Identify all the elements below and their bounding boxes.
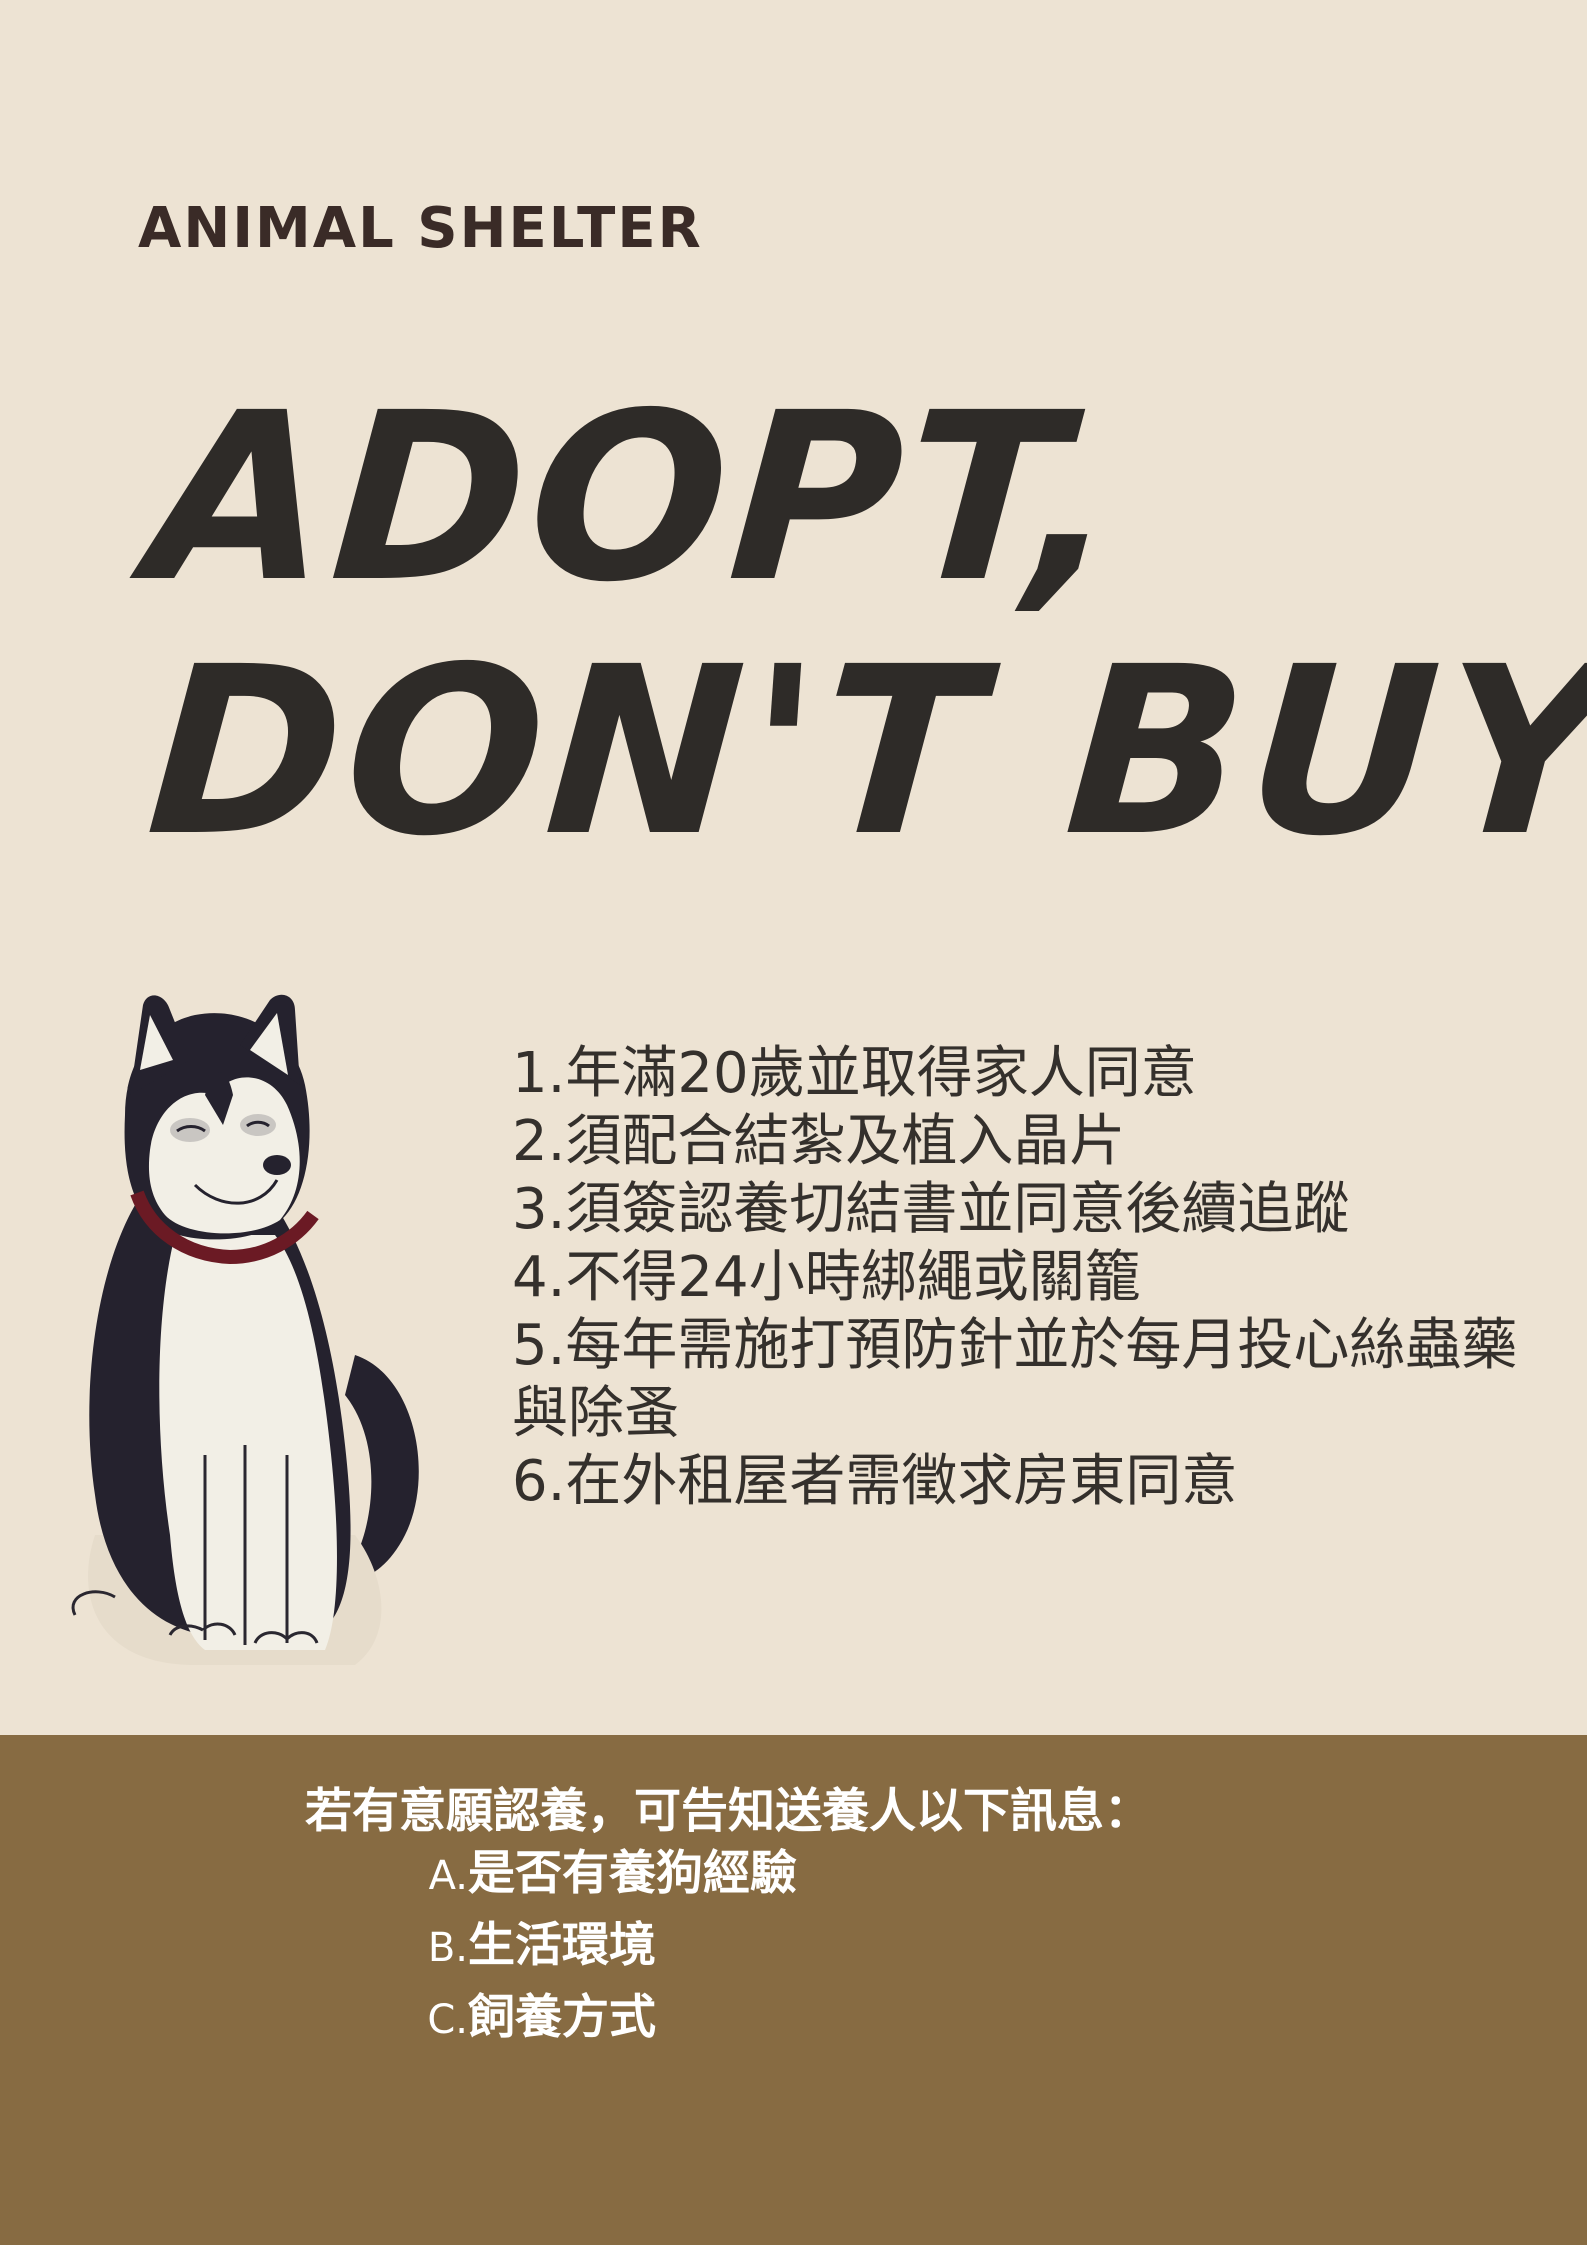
rule-item: 3.須簽認養切結書並同意後續追蹤	[512, 1177, 1350, 1242]
headline-line-2: DON'T BUY	[140, 617, 1587, 887]
rule-item: 6.在外租屋者需徵求房東同意	[512, 1449, 1238, 1514]
rule-item: 5.每年需施打預防針並於每月投心絲蟲藥與除蚤	[512, 1313, 1518, 1446]
info-item-letter: A.	[428, 1853, 468, 1899]
rule-item: 1.年滿20歲並取得家人同意	[512, 1041, 1197, 1106]
info-item: C.飼養方式	[410, 1982, 797, 2054]
adoption-rules-list: 1.年滿20歲並取得家人同意 2.須配合結紮及植入晶片 3.須簽認養切結書並同意…	[512, 1040, 1562, 1516]
rule-item: 2.須配合結紮及植入晶片	[512, 1109, 1126, 1174]
info-item: B.生活環境	[410, 1910, 797, 1982]
info-item-text: 是否有養狗經驗	[468, 1846, 797, 1901]
husky-dog-icon	[71, 994, 419, 1665]
info-item-letter: C.	[427, 1997, 468, 2043]
info-item-letter: B.	[427, 1925, 468, 1971]
info-item-text: 生活環境	[468, 1918, 656, 1973]
info-heading: 若有意願認養，可告知送養人以下訊息：	[305, 1784, 1151, 1839]
info-item: A.是否有養狗經驗	[410, 1838, 797, 1910]
info-list: A.是否有養狗經驗 B.生活環境 C.飼養方式	[410, 1838, 797, 2054]
info-band	[0, 1735, 1587, 2245]
headline-line-1: ADOPT,	[140, 363, 1133, 633]
org-name: ANIMAL SHELTER	[138, 196, 703, 261]
info-item-text: 飼養方式	[468, 1990, 656, 2045]
rule-item: 4.不得24小時綁繩或關籠	[512, 1245, 1141, 1310]
